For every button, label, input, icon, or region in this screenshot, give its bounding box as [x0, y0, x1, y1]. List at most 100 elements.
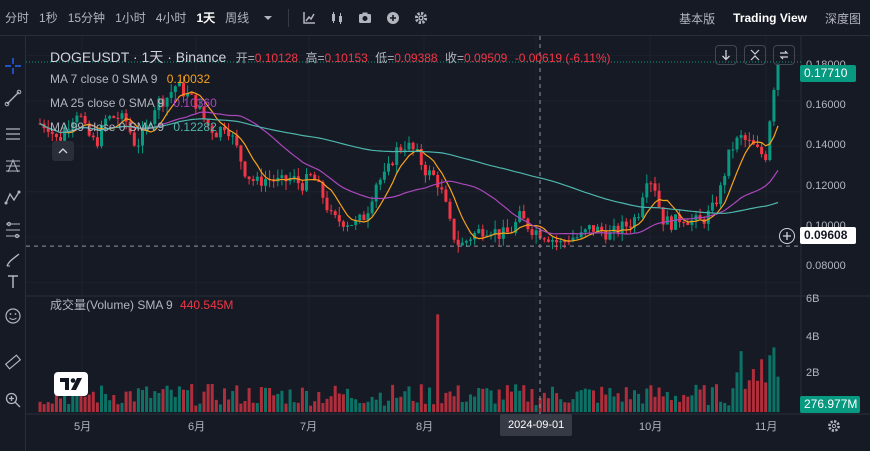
- timeframe-1s[interactable]: 1秒: [39, 10, 58, 25]
- add-alert-button[interactable]: [779, 228, 795, 244]
- horizontal-lines-icon[interactable]: [1, 122, 25, 146]
- timeframe-1h[interactable]: 1小时: [115, 10, 146, 25]
- candle-body: [571, 237, 575, 242]
- plus-icon: [783, 232, 791, 240]
- volume-bar: [727, 405, 731, 412]
- volume-bar: [79, 384, 83, 412]
- volume-bar: [444, 392, 448, 412]
- view-basic[interactable]: 基本版: [679, 11, 716, 26]
- pitchfork-icon[interactable]: [1, 154, 25, 178]
- timeframe-15m[interactable]: 15分钟: [67, 10, 106, 25]
- volume-bar: [128, 391, 132, 412]
- text-icon[interactable]: [1, 270, 25, 294]
- volume-bar: [735, 372, 739, 412]
- volume-bar: [387, 400, 390, 412]
- volume-value: 440.545M: [180, 298, 234, 312]
- scroll-down-button[interactable]: [715, 45, 737, 65]
- candle-body: [448, 201, 452, 219]
- timeframe-tick[interactable]: 分时: [5, 10, 30, 25]
- chart-settings-button[interactable]: [824, 416, 844, 436]
- volume-bar: [514, 384, 518, 412]
- volume-bar: [469, 394, 472, 412]
- camera-icon[interactable]: [351, 0, 379, 36]
- gear-icon: [828, 420, 840, 432]
- volume-bar: [559, 399, 563, 412]
- reset-chart-button[interactable]: [773, 45, 795, 65]
- volume-bar: [751, 369, 755, 412]
- volume-bar: [288, 389, 292, 412]
- candle-body: [649, 183, 653, 185]
- candle-body: [776, 64, 780, 91]
- volume-bar: [522, 385, 526, 412]
- pattern-icon[interactable]: [1, 186, 25, 210]
- drawing-toolbar: [0, 36, 26, 451]
- volume-bar: [276, 393, 280, 412]
- volume-bar: [161, 389, 165, 412]
- tradingview-logo[interactable]: [54, 372, 88, 396]
- gear-icon[interactable]: [407, 0, 435, 36]
- candle-body: [534, 230, 538, 236]
- low-value: 0.09388: [394, 51, 438, 65]
- volume-bar: [542, 392, 546, 412]
- candle-body: [341, 221, 345, 227]
- candle-body: [546, 239, 550, 242]
- chevron-down-icon[interactable]: [254, 0, 282, 36]
- volume-bar: [604, 394, 608, 412]
- candle-body: [563, 241, 567, 243]
- view-depth[interactable]: 深度图: [824, 11, 861, 26]
- candle-body: [604, 231, 608, 240]
- candle-body: [719, 185, 723, 205]
- timeframe-4h[interactable]: 4小时: [155, 10, 187, 25]
- ma25-value: 0.10360: [173, 96, 217, 110]
- candle-body: [555, 240, 559, 243]
- volume-tick-2b: 2B: [806, 367, 820, 379]
- candle-body: [464, 240, 468, 243]
- candle-body: [768, 121, 772, 161]
- candle-body: [173, 86, 177, 93]
- candle-body: [153, 110, 157, 125]
- volume-bar: [657, 387, 661, 412]
- brush-icon[interactable]: [1, 248, 25, 272]
- candle-body: [54, 133, 58, 138]
- volume-bar: [71, 392, 75, 412]
- ma7-legend: MA 7 close 0 SMA 9 0.10032: [50, 72, 210, 86]
- price-chart[interactable]: [26, 36, 870, 451]
- bar-style-icon[interactable]: [295, 0, 323, 36]
- price-tick-008: 0.08000: [806, 260, 846, 272]
- candle-body: [378, 179, 382, 185]
- candle-body: [456, 239, 460, 246]
- plus-circle-icon[interactable]: [379, 0, 407, 36]
- volume-bar: [501, 399, 505, 412]
- crosshair-icon[interactable]: [1, 54, 25, 78]
- candlesticks: [38, 63, 780, 253]
- timeframe-1d[interactable]: 1天: [196, 10, 216, 25]
- volume-bar: [206, 384, 210, 412]
- candle-body: [620, 221, 624, 234]
- candle-body: [505, 227, 509, 233]
- candle-body: [538, 230, 542, 239]
- candle-body: [358, 214, 362, 221]
- fullscreen-button[interactable]: [744, 45, 766, 65]
- volume-bar: [432, 404, 436, 412]
- candle-style-icon[interactable]: [323, 0, 351, 36]
- fib-icon[interactable]: [1, 218, 25, 242]
- volume-bar: [370, 396, 374, 412]
- ruler-icon[interactable]: [1, 350, 25, 374]
- timeframe-1w[interactable]: 周线: [225, 10, 250, 25]
- price-tick-016: 0.16000: [806, 99, 846, 111]
- trend-line-icon[interactable]: [1, 86, 25, 110]
- emoji-icon[interactable]: [1, 304, 25, 328]
- candle-body: [551, 240, 554, 242]
- volume-bar: [165, 385, 169, 412]
- candle-body: [259, 176, 263, 186]
- volume-bar: [239, 403, 243, 412]
- collapse-legend-button[interactable]: [52, 141, 74, 161]
- candle-body: [280, 175, 284, 178]
- candle-body: [235, 135, 239, 146]
- zoom-icon[interactable]: [1, 388, 25, 412]
- volume-bar: [592, 390, 595, 412]
- volume-bar: [768, 355, 772, 412]
- volume-bar: [218, 404, 222, 412]
- view-tradingview[interactable]: Trading View: [733, 11, 807, 25]
